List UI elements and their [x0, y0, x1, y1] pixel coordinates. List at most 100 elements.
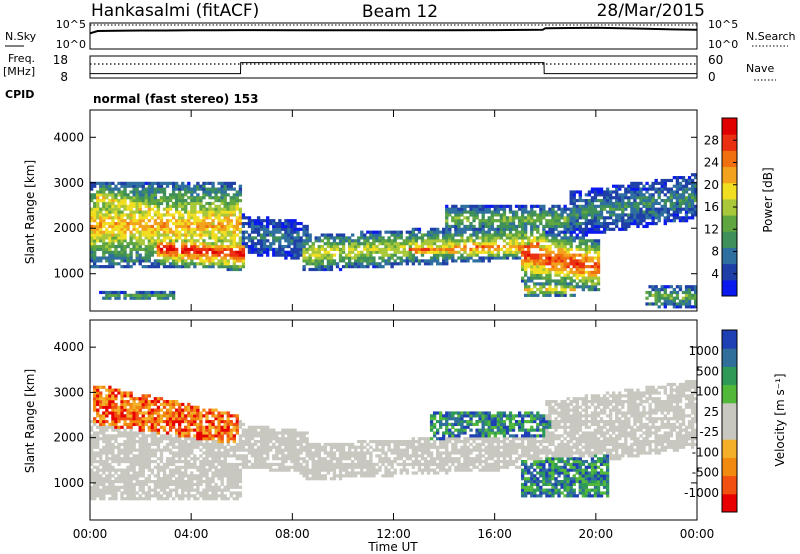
- heatmap-cell: [569, 201, 573, 206]
- heatmap-cell: [669, 193, 674, 197]
- heatmap-cell: [599, 221, 604, 226]
- heatmap-cell: [162, 414, 167, 418]
- heatmap-cell: [533, 224, 537, 229]
- heatmap-cell: [171, 187, 176, 191]
- heatmap-cell: [138, 462, 142, 467]
- heatmap-cell: [174, 247, 179, 251]
- heatmap-cell: [369, 230, 373, 234]
- heatmap-cell: [93, 405, 97, 409]
- heatmap-cell: [457, 244, 461, 249]
- heatmap-cell: [114, 253, 118, 257]
- heatmap-cell: [569, 213, 573, 217]
- heatmap-cell: [687, 305, 692, 309]
- heatmap-cell: [293, 230, 297, 234]
- heatmap-cell: [178, 497, 182, 501]
- colorbar-tick-label: 16: [704, 200, 719, 214]
- heatmap-cell: [442, 250, 446, 254]
- heatmap-cell: [505, 219, 510, 223]
- heatmap-cell: [235, 256, 240, 260]
- heatmap-cell: [593, 256, 598, 260]
- heatmap-cell: [554, 259, 558, 263]
- heatmap-cell: [524, 204, 528, 208]
- heatmap-cell: [435, 230, 440, 234]
- heatmap-cell: [596, 276, 601, 280]
- heatmap-cell: [214, 485, 218, 489]
- heatmap-cell: [472, 219, 476, 223]
- heatmap-cell: [138, 402, 142, 407]
- heatmap-cell: [435, 239, 440, 243]
- heatmap-cell: [660, 285, 664, 289]
- heatmap-cell: [630, 187, 634, 191]
- heatmap-cell: [184, 442, 188, 447]
- heatmap-cell: [499, 247, 504, 251]
- heatmap-cell: [205, 417, 209, 421]
- heatmap-cell: [560, 285, 564, 289]
- heatmap-cell: [475, 253, 479, 257]
- heatmap-cell: [181, 417, 185, 421]
- heatmap-cell: [117, 239, 121, 243]
- heatmap-cell: [530, 273, 534, 277]
- heatmap-cell: [120, 457, 124, 461]
- heatmap-cell: [102, 485, 106, 489]
- heatmap-cell: [293, 256, 297, 260]
- heatmap-cell: [129, 184, 133, 188]
- heatmap-cell: [129, 204, 133, 208]
- heatmap-cell: [420, 233, 425, 237]
- heatmap-cell: [199, 442, 203, 447]
- heatmap-cell: [517, 236, 522, 240]
- heatmap-cell: [651, 285, 655, 289]
- heatmap-cell: [108, 190, 112, 194]
- heatmap-cell: [587, 247, 592, 251]
- heatmap-cell: [435, 253, 440, 257]
- heatmap-cell: [114, 497, 118, 501]
- heatmap-cell: [117, 233, 121, 237]
- heatmap-cell: [393, 259, 397, 263]
- heatmap-cell: [563, 265, 567, 269]
- heatmap-cell: [202, 442, 206, 447]
- heatmap-cell: [627, 190, 631, 194]
- heatmap-cell: [575, 253, 579, 257]
- heatmap-cell: [202, 207, 206, 211]
- heatmap-cell: [135, 457, 139, 461]
- heatmap-cell: [138, 405, 142, 409]
- heatmap-cell: [590, 265, 595, 269]
- heatmap-cell: [232, 187, 236, 191]
- heatmap-cell: [390, 239, 394, 243]
- heatmap-cell: [99, 402, 103, 407]
- heatmap-cell: [162, 233, 167, 237]
- heatmap-cell: [530, 233, 534, 237]
- heatmap-cell: [569, 242, 573, 246]
- heatmap-cell: [326, 256, 331, 260]
- heatmap-cell: [590, 288, 595, 292]
- heatmap-cell: [645, 204, 649, 208]
- heatmap-cell: [223, 471, 227, 475]
- heatmap-cell: [123, 181, 127, 185]
- heatmap-cell: [490, 204, 494, 208]
- heatmap-cell: [205, 425, 209, 429]
- heatmap-cell: [111, 454, 115, 458]
- heatmap-cell: [111, 485, 115, 489]
- heatmap-cell: [93, 236, 97, 240]
- heatmap-cell: [220, 477, 224, 481]
- heatmap-cell: [135, 247, 139, 251]
- heatmap-cell: [165, 242, 170, 246]
- heatmap-cell: [354, 259, 358, 263]
- heatmap-cell: [347, 250, 352, 254]
- heatmap-cell: [199, 494, 203, 498]
- heatmap-cell: [560, 282, 564, 286]
- heatmap-cell: [432, 256, 437, 260]
- heatmap-cell: [584, 227, 589, 231]
- heatmap-cell: [156, 431, 161, 435]
- heatmap-cell: [181, 244, 185, 249]
- heatmap-cell: [545, 282, 549, 286]
- heatmap-cell: [460, 219, 464, 223]
- heatmap-cell: [117, 221, 121, 226]
- heatmap-cell: [193, 219, 197, 223]
- heatmap-cell: [171, 213, 176, 217]
- heatmap-cell: [469, 204, 473, 208]
- heatmap-cell: [366, 250, 370, 254]
- heatmap-cell: [472, 210, 476, 214]
- heatmap-cell: [120, 221, 124, 226]
- heatmap-cell: [135, 471, 139, 475]
